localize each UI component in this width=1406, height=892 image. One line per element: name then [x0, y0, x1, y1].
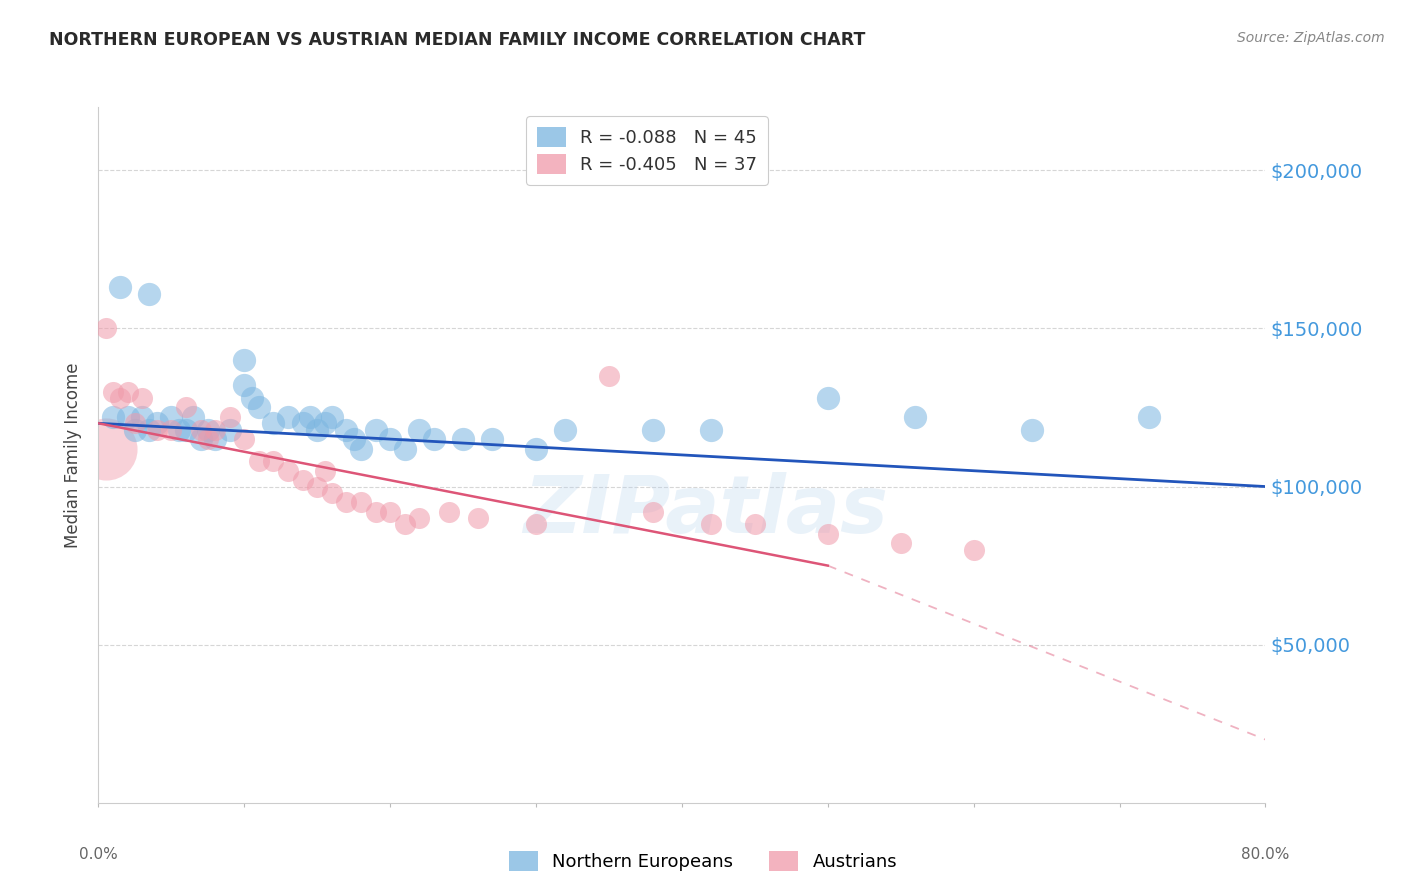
Point — [335, 495, 357, 509]
Point — [700, 517, 723, 532]
Point — [307, 479, 329, 493]
Point — [110, 391, 132, 405]
Text: ZIPatlas: ZIPatlas — [523, 472, 887, 549]
Point — [641, 505, 664, 519]
Point — [174, 401, 197, 415]
Point — [817, 527, 839, 541]
Point — [554, 423, 576, 437]
Point — [218, 423, 240, 437]
Point — [131, 391, 153, 405]
Text: 80.0%: 80.0% — [1241, 847, 1289, 862]
Point — [247, 454, 270, 468]
Point — [350, 495, 373, 509]
Text: Source: ZipAtlas.com: Source: ZipAtlas.com — [1237, 31, 1385, 45]
Point — [700, 423, 723, 437]
Point — [1137, 409, 1160, 424]
Point — [110, 280, 132, 294]
Point — [314, 417, 336, 431]
Text: NORTHERN EUROPEAN VS AUSTRIAN MEDIAN FAMILY INCOME CORRELATION CHART: NORTHERN EUROPEAN VS AUSTRIAN MEDIAN FAM… — [49, 31, 866, 49]
Y-axis label: Median Family Income: Median Family Income — [65, 362, 83, 548]
Point — [138, 286, 160, 301]
Point — [364, 505, 387, 519]
Point — [890, 536, 912, 550]
Point — [321, 486, 343, 500]
Point — [291, 473, 314, 487]
Point — [437, 505, 460, 519]
Point — [160, 423, 183, 437]
Point — [277, 464, 299, 478]
Point — [167, 423, 190, 437]
Legend: R = -0.088   N = 45, R = -0.405   N = 37: R = -0.088 N = 45, R = -0.405 N = 37 — [526, 116, 768, 185]
Point — [262, 454, 284, 468]
Point — [394, 517, 416, 532]
Point — [524, 442, 547, 456]
Point — [131, 409, 153, 424]
Point — [181, 409, 204, 424]
Point — [247, 401, 270, 415]
Point — [204, 432, 226, 446]
Point — [641, 423, 664, 437]
Legend: Northern Europeans, Austrians: Northern Europeans, Austrians — [502, 844, 904, 879]
Point — [240, 391, 263, 405]
Point — [204, 423, 226, 437]
Point — [394, 442, 416, 456]
Point — [378, 505, 402, 519]
Point — [94, 321, 117, 335]
Point — [343, 432, 366, 446]
Point — [350, 442, 373, 456]
Point — [962, 542, 984, 557]
Point — [904, 409, 927, 424]
Point — [117, 409, 139, 424]
Point — [1021, 423, 1043, 437]
Point — [190, 423, 212, 437]
Point — [408, 423, 430, 437]
Point — [124, 417, 146, 431]
Point — [197, 423, 219, 437]
Point — [197, 432, 219, 446]
Point — [277, 409, 299, 424]
Point — [233, 353, 256, 368]
Point — [598, 368, 620, 383]
Point — [744, 517, 766, 532]
Point — [378, 432, 402, 446]
Point — [481, 432, 503, 446]
Text: 0.0%: 0.0% — [79, 847, 118, 862]
Point — [423, 432, 446, 446]
Point — [117, 384, 139, 399]
Point — [94, 442, 117, 456]
Point — [160, 409, 183, 424]
Point — [262, 417, 284, 431]
Point — [524, 517, 547, 532]
Point — [298, 409, 321, 424]
Point — [146, 417, 169, 431]
Point — [233, 378, 256, 392]
Point — [364, 423, 387, 437]
Point — [321, 409, 343, 424]
Point — [233, 432, 256, 446]
Point — [174, 423, 197, 437]
Point — [101, 384, 124, 399]
Point — [124, 423, 146, 437]
Point — [451, 432, 474, 446]
Point — [335, 423, 357, 437]
Point — [138, 423, 160, 437]
Point — [408, 511, 430, 525]
Point — [291, 417, 314, 431]
Point — [307, 423, 329, 437]
Point — [190, 432, 212, 446]
Point — [817, 391, 839, 405]
Point — [467, 511, 489, 525]
Point — [218, 409, 240, 424]
Point — [101, 409, 124, 424]
Point — [146, 423, 169, 437]
Point — [314, 464, 336, 478]
